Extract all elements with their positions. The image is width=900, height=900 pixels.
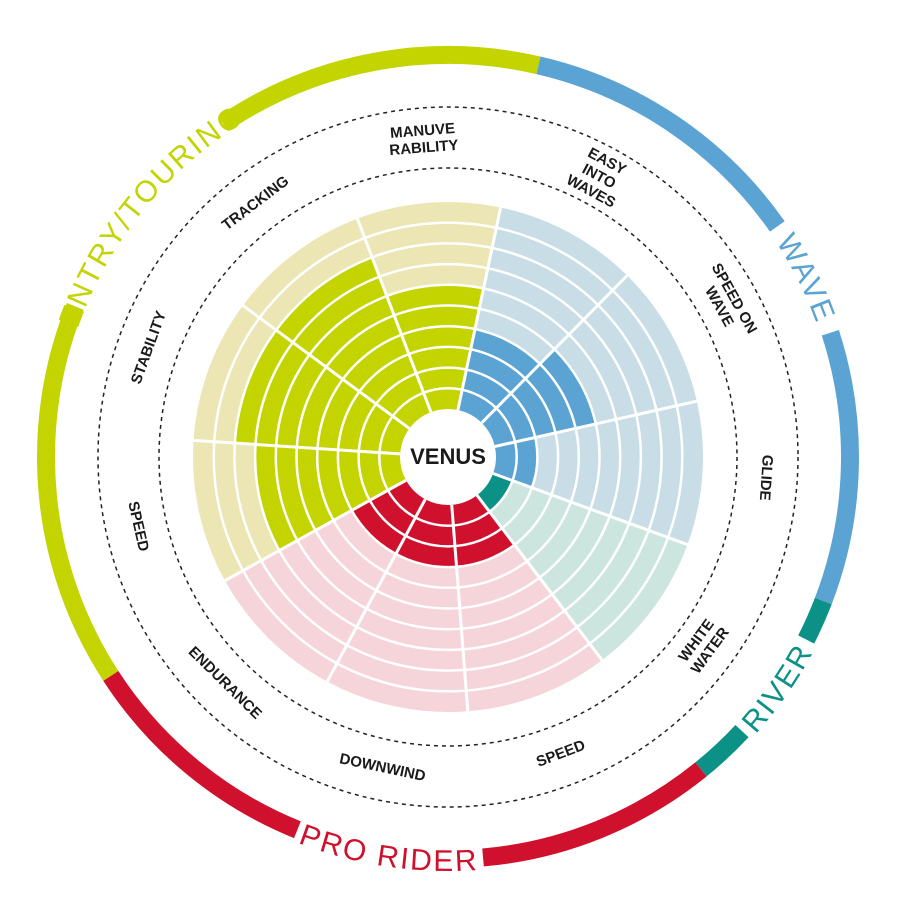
category-label: SPEED: [124, 500, 152, 554]
group-arc: [798, 597, 832, 644]
group-label: WAVE: [770, 228, 842, 327]
category-label: ENDURANCE: [185, 643, 265, 722]
ring: [357, 366, 539, 548]
group-label: RIVER: [736, 638, 820, 739]
ring: [378, 387, 518, 527]
ring: [212, 221, 684, 693]
rating-bar: [477, 473, 513, 512]
category-label: SPEED ONWAVE: [693, 260, 760, 344]
category-label-line: RABILITY: [389, 137, 459, 159]
category-label-line: GLIDE: [756, 454, 776, 501]
rating-bar: [493, 437, 538, 488]
category-label: SPEED: [534, 737, 588, 771]
category-label: MANUVERABILITY: [387, 120, 459, 159]
group-label-text: RIVER: [736, 638, 818, 739]
group-arc: [218, 46, 541, 132]
dashed-circle: [97, 106, 799, 808]
category-label: DOWNWIND: [338, 750, 427, 785]
rating-bar: [395, 499, 457, 568]
ring: [315, 324, 581, 590]
category-label: WHITEWATER: [674, 614, 733, 677]
dashed-circle: [158, 167, 738, 747]
grid: [193, 207, 698, 712]
category-label-line: SPEED: [124, 500, 152, 554]
category-label-line: ENDURANCE: [185, 643, 265, 722]
group-arc: [37, 303, 119, 681]
rating-bar: [451, 495, 515, 567]
ring: [233, 242, 663, 672]
group-label: ENTRY/TOURING: [53, 99, 250, 332]
category-label: STABILITY: [128, 309, 170, 387]
rating-bar: [351, 480, 426, 554]
category-label: TRACKING: [219, 173, 292, 234]
category-label-line: STABILITY: [128, 309, 170, 387]
group-label-text: PRO RIDER: [295, 818, 477, 878]
group-arc: [536, 56, 785, 232]
category-label: EASYINTOWAVES: [563, 141, 634, 211]
group-label: PRO RIDER: [295, 818, 479, 878]
ring: [274, 283, 622, 631]
chart-title: VENUS: [410, 444, 486, 469]
group-label-text: ENTRY/TOURING: [53, 99, 248, 332]
group-arc: [103, 671, 301, 839]
ring: [336, 345, 560, 569]
ring: [295, 304, 601, 610]
rating-bar: [255, 444, 407, 551]
group-arc: [814, 329, 859, 605]
category-label-line: TRACKING: [219, 173, 292, 234]
rating-bar: [481, 349, 596, 447]
center-circle: [401, 410, 495, 504]
category-label-line: DOWNWIND: [338, 750, 427, 785]
ring: [253, 262, 643, 652]
group-label-text: WAVE: [770, 228, 840, 327]
category-label: GLIDE: [756, 454, 776, 501]
rating-bar: [457, 329, 540, 423]
group-arc: [695, 724, 749, 777]
category-label-line: SPEED: [534, 737, 588, 771]
category-label-line: MANUVE: [390, 120, 456, 142]
group-arc: [482, 762, 707, 867]
